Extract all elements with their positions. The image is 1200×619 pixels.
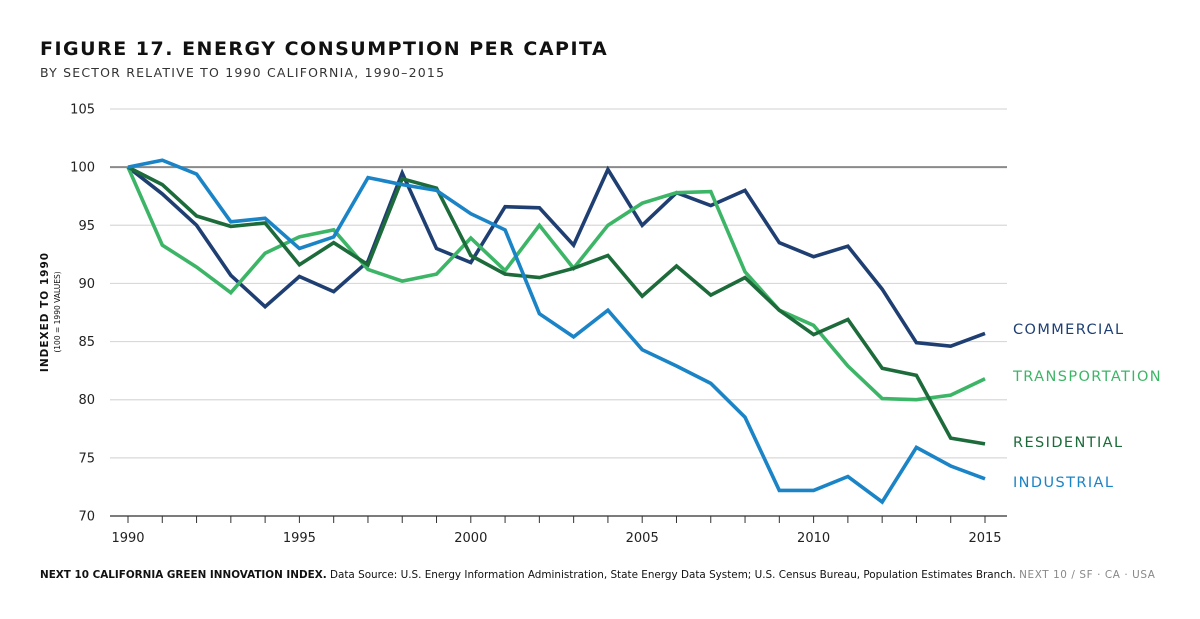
y-tick-label: 85: [78, 335, 95, 350]
y-tick-label: 105: [70, 103, 95, 118]
y-tick-label: 95: [78, 219, 95, 234]
chart-subtitle: BY SECTOR RELATIVE TO 1990 CALIFORNIA, 1…: [40, 65, 446, 80]
chart-title: FIGURE 17. ENERGY CONSUMPTION PER CAPITA: [40, 38, 609, 60]
y-tick-label: 75: [78, 451, 95, 466]
series-line-residential: [127, 165, 986, 446]
series-line-industrial: [127, 158, 986, 505]
x-tick-label: 1990: [111, 531, 144, 546]
series-label-commercial: COMMERCIAL: [1013, 322, 1124, 338]
x-tick-label: 1995: [283, 531, 316, 546]
x-tick-label: 2005: [626, 531, 659, 546]
y-axis-title: INDEXED TO 1990: [39, 252, 51, 372]
y-tick-label: 90: [78, 277, 95, 292]
x-tick-label: 2015: [968, 531, 1001, 546]
y-tick-label: 100: [70, 161, 95, 176]
series-label-industrial: INDUSTRIAL: [1013, 475, 1114, 491]
series-label-transportation: TRANSPORTATION: [1012, 369, 1162, 385]
footer-index-name: NEXT 10 CALIFORNIA GREEN INNOVATION INDE…: [40, 569, 327, 581]
footer-source: NEXT 10 CALIFORNIA GREEN INNOVATION INDE…: [40, 569, 1155, 581]
footer-brand: NEXT 10 / SF · CA · USA: [1019, 569, 1156, 581]
y-tick-label: 70: [78, 510, 95, 525]
y-tick-label: 80: [78, 393, 95, 408]
series-label-residential: RESIDENTIAL: [1013, 435, 1123, 451]
footer-data-source: Data Source: U.S. Energy Information Adm…: [329, 569, 1016, 581]
x-tick-label: 2010: [797, 531, 830, 546]
x-tick-label: 2000: [454, 531, 487, 546]
series-line-transportation: [126, 166, 986, 402]
series-line-commercial: [126, 165, 986, 349]
y-axis-subtitle: (100 = 1990 VALUES): [53, 271, 62, 352]
